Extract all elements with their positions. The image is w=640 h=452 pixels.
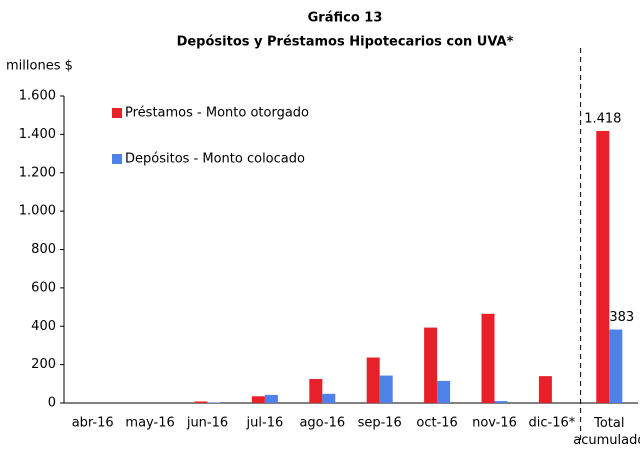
bar [481,313,495,403]
x-tick-label: jun-16 [186,416,228,431]
x-tick-label: nov-16 [472,416,517,431]
x-tick-label: ago-16 [299,416,345,431]
chart-title: Gráfico 13 [308,11,383,26]
bar [379,375,393,403]
value-label: 383 [609,310,634,325]
value-label: 1.418 [584,111,621,126]
x-tick-label: Total acumulado [573,416,640,448]
y-tick-label: 400 [31,319,56,334]
legend-swatch [112,108,122,118]
x-tick-label: oct-16 [416,416,457,431]
bar [424,327,438,403]
legend-label: Depósitos - Monto colocado [125,152,305,167]
x-tick-label: abr-16 [72,416,114,431]
y-axis-label: millones $ [6,59,73,74]
y-tick-label: 0 [48,396,56,411]
y-tick-label: 1.000 [19,204,56,219]
y-tick-label: 600 [31,280,56,295]
bar [251,396,265,403]
x-tick-label: jul-16 [246,416,284,431]
x-tick-label: may-16 [125,416,174,431]
legend-label: Préstamos - Monto otorgado [125,106,309,121]
legend-swatch [112,154,122,164]
bar [309,379,323,403]
bar [609,329,623,403]
y-tick-label: 200 [31,357,56,372]
bar [207,402,221,403]
bar [494,401,508,403]
bar [264,394,278,403]
x-tick-label: dic-16* [529,416,576,431]
bar [437,380,451,403]
bar [366,357,380,403]
y-tick-label: 800 [31,242,56,257]
y-tick-label: 1.200 [19,165,56,180]
y-tick-label: 1.400 [19,127,56,142]
bar [194,401,208,403]
bar [322,393,336,403]
chart-subtitle: Depósitos y Préstamos Hipotecarios con U… [177,35,514,50]
x-tick-label: sep-16 [358,416,402,431]
bar [596,130,610,403]
y-tick-label: 1.600 [19,89,56,104]
bar [538,376,552,403]
